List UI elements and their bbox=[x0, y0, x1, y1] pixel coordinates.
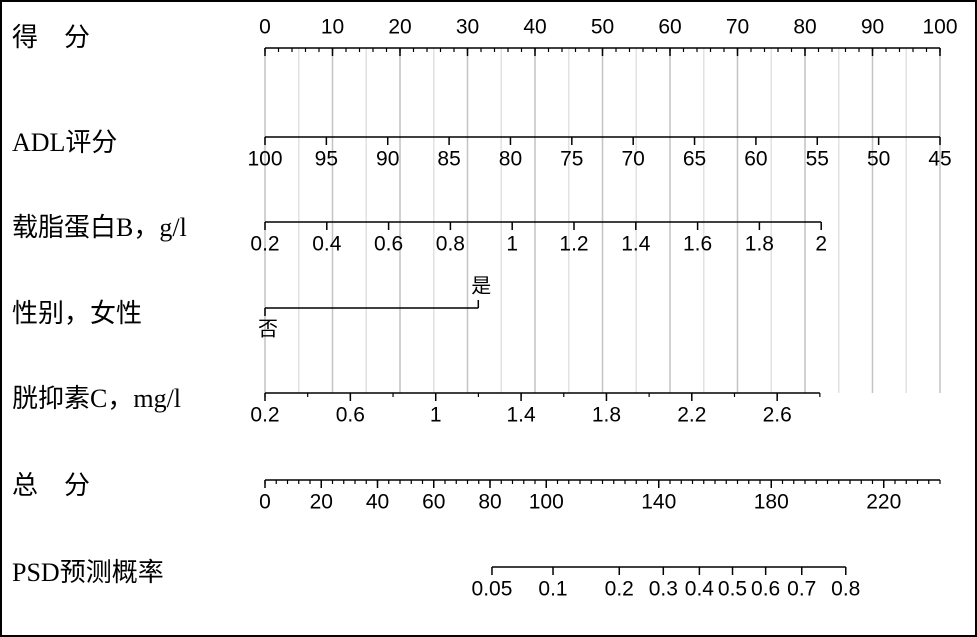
scale-name: 性别，女性 bbox=[12, 299, 142, 328]
tick-label: 100 bbox=[922, 16, 957, 39]
tick-label: 100 bbox=[529, 491, 564, 514]
tick-label: 70 bbox=[622, 148, 645, 171]
tick-label: 0.2 bbox=[250, 404, 279, 427]
tick-label: 55 bbox=[806, 148, 829, 171]
tick-label: 70 bbox=[726, 16, 749, 39]
tick-label: 90 bbox=[861, 16, 884, 39]
tick-label: 2.6 bbox=[763, 404, 792, 427]
tick-label: 90 bbox=[376, 148, 399, 171]
tick-label: 1.2 bbox=[559, 233, 588, 256]
scale-name: 得 分 bbox=[12, 23, 90, 52]
tick-label: 220 bbox=[866, 491, 901, 514]
scale-name: 胱抑素C，mg/l bbox=[12, 384, 181, 413]
scale-name: PSD预测概率 bbox=[12, 558, 164, 587]
tick-label: 0.5 bbox=[718, 578, 747, 601]
tick-label: 2 bbox=[815, 233, 827, 256]
tick-label: 0.3 bbox=[649, 578, 678, 601]
category-label: 是 bbox=[471, 276, 491, 298]
tick-label: 40 bbox=[366, 491, 389, 514]
tick-label: 65 bbox=[683, 148, 706, 171]
tick-label: 75 bbox=[560, 148, 583, 171]
tick-label: 0 bbox=[259, 16, 271, 39]
tick-label: 80 bbox=[499, 148, 522, 171]
tick-label: 0.6 bbox=[751, 578, 780, 601]
tick-label: 50 bbox=[867, 148, 890, 171]
scale-name: 载脂蛋白B，g/l bbox=[12, 213, 187, 242]
tick-label: 1.8 bbox=[745, 233, 774, 256]
tick-label: 1.4 bbox=[621, 233, 651, 256]
tick-label: 45 bbox=[928, 148, 951, 171]
tick-label: 20 bbox=[310, 491, 333, 514]
tick-label: 1.8 bbox=[592, 404, 621, 427]
tick-label: 0.6 bbox=[374, 233, 403, 256]
tick-label: 1 bbox=[506, 233, 518, 256]
tick-label: 100 bbox=[247, 148, 282, 171]
tick-label: 10 bbox=[321, 16, 344, 39]
tick-label: 140 bbox=[641, 491, 676, 514]
tick-label: 95 bbox=[315, 148, 338, 171]
tick-label: 0.8 bbox=[436, 233, 465, 256]
scale-name: 总 分 bbox=[12, 471, 90, 500]
tick-label: 50 bbox=[591, 16, 614, 39]
tick-label: 20 bbox=[388, 16, 411, 39]
tick-label: 2.2 bbox=[677, 404, 706, 427]
tick-label: 0.6 bbox=[336, 404, 365, 427]
tick-label: 0 bbox=[259, 491, 271, 514]
tick-label: 180 bbox=[754, 491, 789, 514]
tick-label: 0.4 bbox=[685, 578, 715, 601]
tick-label: 85 bbox=[437, 148, 460, 171]
scale-name: ADL评分 bbox=[12, 128, 117, 157]
tick-label: 30 bbox=[456, 16, 479, 39]
tick-label: 80 bbox=[793, 16, 816, 39]
tick-label: 0.2 bbox=[250, 233, 279, 256]
tick-label: 1.4 bbox=[506, 404, 536, 427]
tick-label: 0.7 bbox=[787, 578, 816, 601]
tick-label: 60 bbox=[658, 16, 681, 39]
tick-label: 0.4 bbox=[312, 233, 342, 256]
tick-label: 80 bbox=[478, 491, 501, 514]
tick-label: 0.8 bbox=[831, 578, 860, 601]
category-label: 否 bbox=[258, 319, 278, 341]
tick-label: 0.1 bbox=[538, 578, 567, 601]
tick-label: 0.05 bbox=[472, 578, 513, 601]
tick-label: 40 bbox=[523, 16, 546, 39]
tick-label: 60 bbox=[744, 148, 767, 171]
tick-label: 0.2 bbox=[605, 578, 634, 601]
tick-label: 1.6 bbox=[683, 233, 712, 256]
tick-label: 60 bbox=[422, 491, 445, 514]
tick-label: 1 bbox=[430, 404, 442, 427]
